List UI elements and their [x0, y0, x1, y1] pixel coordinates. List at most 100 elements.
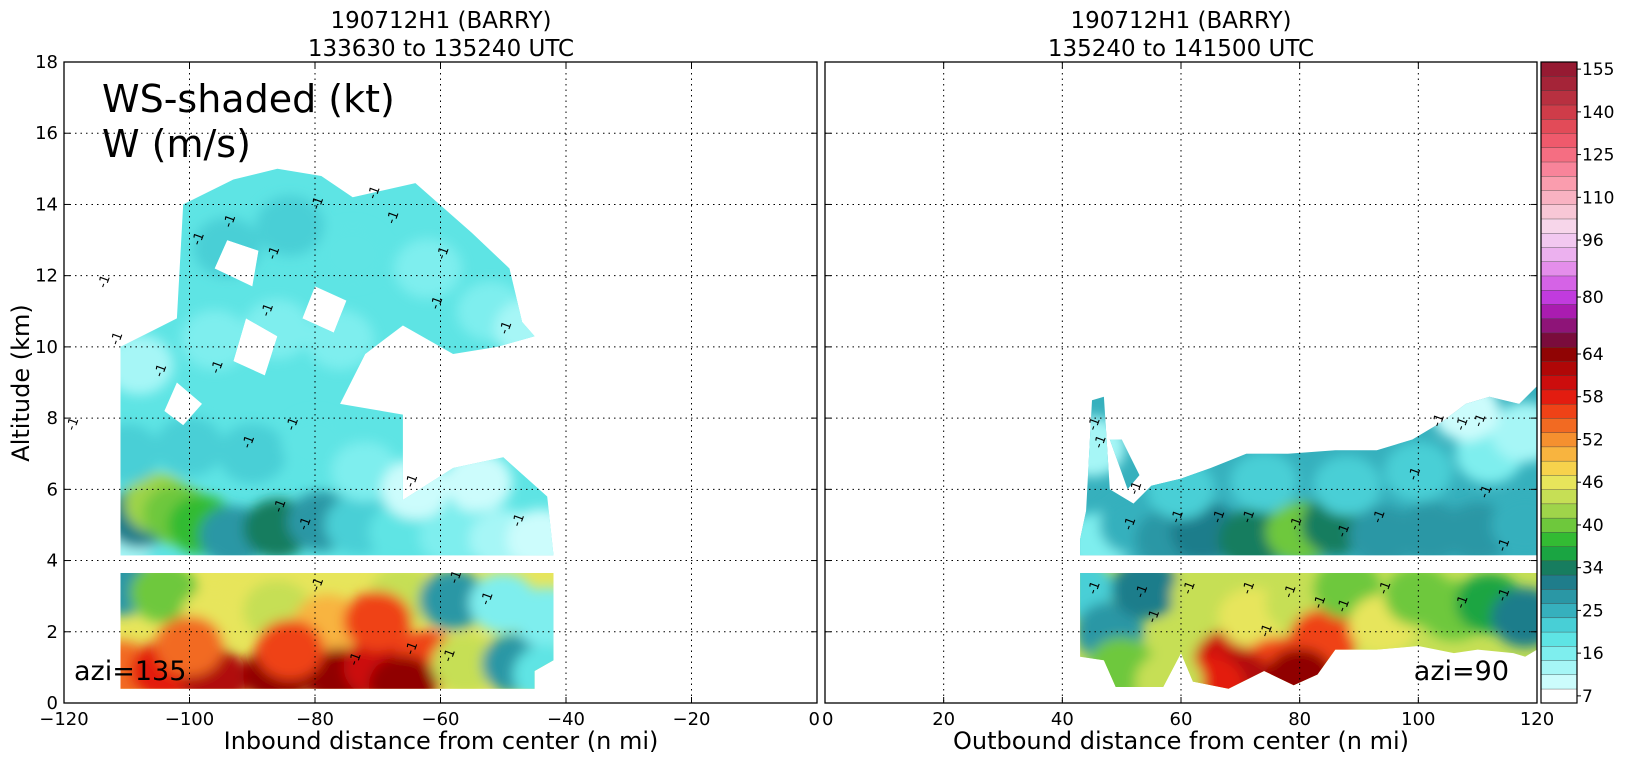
- contour-label: -1: [497, 319, 516, 336]
- colorbar-tick-label: 125: [1582, 146, 1614, 166]
- colorbar-swatch: [1540, 375, 1578, 391]
- colorbar-swatch: [1540, 360, 1578, 376]
- right-shaded-layer-upper: [1080, 386, 1537, 556]
- left-x-tick-label: −120: [39, 709, 88, 730]
- left-title-line1: 190712H1 (BARRY): [330, 8, 551, 34]
- right-plot-area: -1-1-1-1 -1 -1 -1 -1-1-1-1 -1-1-1-1-1-1-1-1-1…: [1080, 386, 1537, 689]
- colorbar-tick-label: 52: [1582, 430, 1604, 450]
- contour-label: -1: [428, 294, 447, 311]
- colorbar-tick-label: 7: [1582, 687, 1593, 707]
- right-shaded-layer-lower: [1080, 573, 1537, 689]
- contour-label: -1: [1085, 415, 1104, 432]
- right-title-line2: 135240 to 141500 UTC: [1048, 36, 1314, 62]
- left-azimuth-label: azi=135: [74, 656, 186, 687]
- colorbar-swatch: [1540, 90, 1578, 106]
- contour-label: -1: [108, 330, 127, 347]
- contour-label: -1: [1471, 412, 1490, 429]
- contour-label: -1: [346, 650, 365, 667]
- right-x-tick-label: 40: [1051, 709, 1074, 730]
- right-x-tick-label: 80: [1288, 709, 1311, 730]
- colorbar-swatch: [1540, 261, 1578, 277]
- contour-label: -1: [1240, 579, 1259, 596]
- left-x-tick-label: −100: [165, 709, 214, 730]
- colorbar-swatch: [1540, 603, 1578, 619]
- colorbar-swatch: [1540, 588, 1578, 604]
- colorbar-swatch: [1540, 460, 1578, 476]
- wind-speed-cell: [130, 573, 199, 623]
- colorbar-tick-label: 140: [1582, 103, 1614, 123]
- colorbar-swatch: [1540, 688, 1578, 704]
- left-x-tick-label: −80: [296, 709, 334, 730]
- contour-label: -1: [434, 244, 453, 261]
- colorbar-tick-label: 155: [1582, 60, 1614, 80]
- right-panel: 190712H1 (BARRY) 135240 to 141500 UTC -1…: [822, 8, 1554, 755]
- right-x-tick-label: 60: [1170, 709, 1193, 730]
- colorbar-swatch: [1540, 503, 1578, 519]
- left-y-tick-label: 2: [47, 622, 58, 643]
- contour-label: -1: [95, 273, 114, 290]
- wind-speed-cell: [255, 195, 324, 256]
- left-x-tick-label: −60: [422, 709, 460, 730]
- wind-speed-cell: [1230, 452, 1299, 513]
- colorbar-swatch: [1540, 332, 1578, 348]
- contour-label: -1: [1287, 515, 1306, 532]
- wind-speed-cell: [419, 573, 488, 630]
- wind-speed-cell: [218, 423, 287, 484]
- left-y-tick-label: 8: [47, 408, 58, 429]
- contour-label: -1: [1495, 586, 1514, 603]
- contour-label: -1: [510, 512, 529, 529]
- right-ticks: 0 20 40 60 80 100 120: [822, 61, 1554, 730]
- colorbar-swatch: [1540, 489, 1578, 505]
- wind-speed-cell: [1491, 402, 1537, 463]
- colorbar-swatch: [1540, 346, 1578, 362]
- contour-label: -1: [403, 472, 422, 489]
- colorbar-tick-label: 80: [1582, 288, 1604, 308]
- contour-label: -1: [296, 515, 315, 532]
- contour-label: -1: [208, 358, 227, 375]
- colorbar-tick-label: 34: [1582, 559, 1604, 579]
- left-shaded-layer-lower: [120, 573, 554, 689]
- colorbar-swatch: [1540, 546, 1578, 562]
- contour-label: -1: [1430, 412, 1449, 429]
- wind-speed-cell: [120, 334, 174, 395]
- colorbar-swatch: [1540, 531, 1578, 547]
- contour-label: -1: [259, 301, 278, 318]
- wind-speed-cell: [1491, 587, 1537, 648]
- contour-label: -1: [1180, 579, 1199, 596]
- colorbar-swatch: [1540, 175, 1578, 191]
- colorbar-swatch: [1540, 389, 1578, 405]
- contour-label: -1: [152, 362, 171, 379]
- colorbar-swatch: [1540, 517, 1578, 533]
- wind-speed-cell: [419, 505, 488, 556]
- left-ticks: −120 −100 −80 −60 −40 −20 0 0 2 4 6 8 10 12 14 16 18: [35, 52, 820, 730]
- colorbar-swatch: [1540, 118, 1578, 134]
- colorbar-swatch: [1540, 432, 1578, 448]
- wind-speed-cell: [444, 452, 513, 513]
- left-grid: [64, 62, 817, 703]
- contour-label: -1: [1127, 479, 1146, 496]
- wind-speed-cell: [506, 509, 554, 556]
- colorbar-swatch: [1540, 403, 1578, 419]
- contour-label: -1: [1210, 508, 1229, 525]
- right-x-tick-label: 100: [1401, 709, 1435, 730]
- wind-speed-cell: [120, 423, 161, 484]
- left-x-tick-label: −40: [547, 709, 585, 730]
- wind-speed-cell: [318, 224, 387, 285]
- colorbar-swatch: [1540, 204, 1578, 220]
- left-panel: 190712H1 (BARRY) 133630 to 135240 UTC -1…: [7, 8, 820, 755]
- left-annotation-ws: WS-shaded (kt): [102, 77, 395, 121]
- left-title-line2: 133630 to 135240 UTC: [308, 36, 574, 62]
- colorbar-swatch: [1540, 147, 1578, 163]
- contour-label: -1: [309, 576, 328, 593]
- contour-label: -1: [221, 212, 240, 229]
- right-title-line1: 190712H1 (BARRY): [1070, 8, 1291, 34]
- colorbar-tick-label: 16: [1582, 644, 1604, 664]
- left-x-tick-label: 0: [809, 709, 820, 730]
- contour-label: -1: [309, 195, 328, 212]
- wind-speed-cell: [1384, 441, 1453, 502]
- colorbar-swatch: [1540, 645, 1578, 661]
- right-grid: [825, 62, 1537, 703]
- right-x-tick-label: 120: [1520, 709, 1554, 730]
- colorbar-swatch: [1540, 161, 1578, 177]
- wind-speed-cell: [1313, 455, 1382, 516]
